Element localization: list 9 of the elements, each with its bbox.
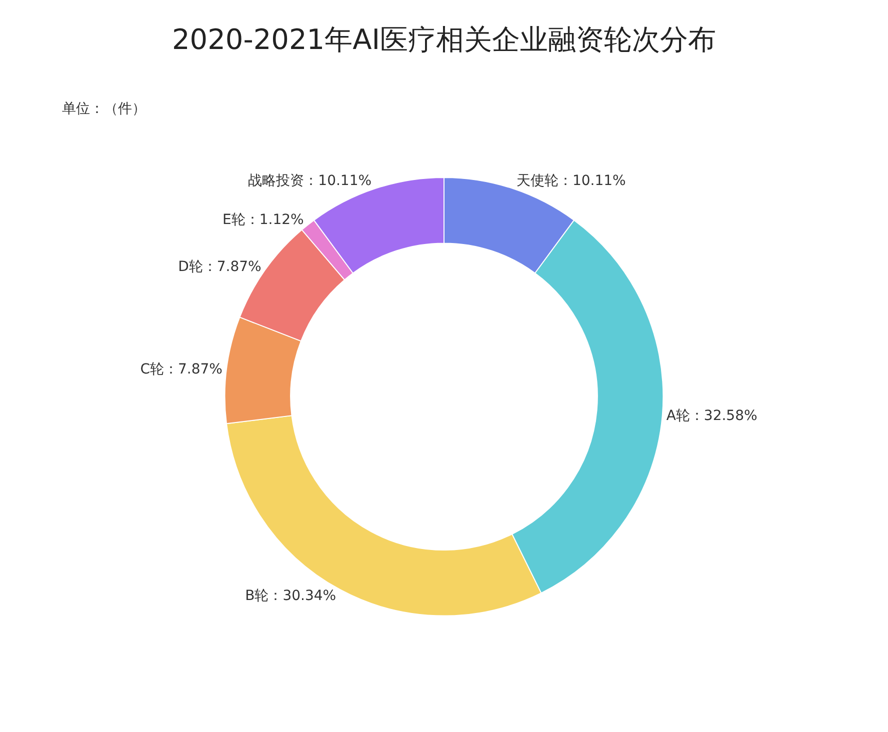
slice-label: B轮：30.34% [245, 588, 336, 604]
chart-title: 2020-2021年AI医疗相关企业融资轮次分布 [172, 22, 716, 56]
slice-label: 天使轮：10.11% [516, 173, 626, 190]
slice-label: E轮：1.12% [222, 212, 304, 228]
slice-label: C轮：7.87% [140, 362, 222, 378]
slice-label: A轮：32.58% [666, 408, 758, 424]
chart-subtitle: 单位：（件） [62, 101, 146, 117]
slice-label: D轮：7.87% [178, 258, 262, 275]
slice-label: 战略投资：10.11% [248, 173, 372, 190]
